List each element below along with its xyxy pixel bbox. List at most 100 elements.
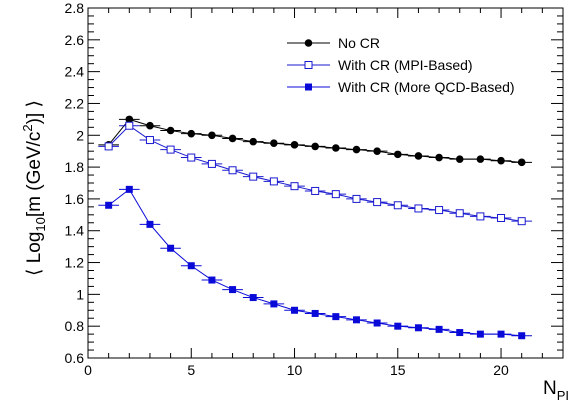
data-point — [373, 198, 382, 207]
data-point — [393, 150, 402, 159]
legend: No CR With CR (MPI-Based) With CR (More QC… — [287, 35, 515, 95]
data-point — [455, 155, 464, 163]
data-point — [352, 194, 361, 203]
data-point — [331, 190, 340, 199]
legend-entry: No CR — [287, 35, 380, 51]
y-label-open: ⟨ Log — [24, 232, 45, 276]
data-point — [228, 166, 237, 175]
x-tick-label: 5 — [187, 362, 195, 378]
series-2 — [98, 121, 533, 226]
x-axis-label: NPI — [543, 378, 569, 403]
y-axis-label: ⟨ Log10[m (GeV/c2)] ⟩ — [20, 100, 48, 276]
y-label-sup: 2 — [20, 124, 35, 131]
legend-label: With CR (More QCD-Based) — [338, 79, 515, 95]
legend-label: No CR — [338, 35, 380, 51]
y-tick-label: 2.8 — [65, 0, 85, 16]
data-point — [435, 206, 444, 215]
data-point — [104, 142, 113, 151]
data-point — [517, 217, 526, 226]
plot-border — [87, 7, 564, 359]
data-point — [125, 121, 134, 130]
data-point — [311, 142, 319, 151]
legend-entry: With CR (More QCD-Based) — [287, 79, 515, 95]
y-tick-label: 1.8 — [65, 159, 85, 175]
data-point — [249, 172, 258, 181]
data-point — [435, 325, 443, 333]
x-tick-label: 0 — [84, 362, 92, 378]
data-point — [435, 153, 443, 162]
legend-entry: With CR (MPI-Based) — [287, 57, 473, 73]
series-1 — [98, 115, 533, 167]
y-label-sub: 10 — [33, 217, 48, 231]
data-point — [352, 316, 360, 324]
data-point — [455, 209, 464, 218]
data-point — [311, 309, 319, 317]
y-tick-label: 2.2 — [65, 95, 85, 111]
y-tick-label: 1.4 — [65, 223, 85, 239]
data-point — [187, 262, 195, 270]
x-tick-label: 10 — [287, 362, 303, 378]
series-layer — [98, 115, 533, 340]
y-tick-label: 0.6 — [65, 350, 85, 366]
data-point — [166, 145, 175, 154]
x-tick-label: 20 — [493, 362, 509, 378]
data-point — [332, 313, 340, 321]
plot-frame — [87, 7, 564, 359]
x-tick-label: 15 — [390, 362, 406, 378]
data-point — [146, 121, 154, 130]
data-point — [352, 145, 361, 154]
legend-marker — [304, 39, 313, 47]
data-point — [517, 158, 526, 167]
data-point — [249, 137, 258, 146]
data-point — [187, 129, 196, 138]
data-point — [125, 185, 133, 193]
data-point — [208, 276, 216, 284]
data-point — [269, 177, 278, 186]
data-point — [125, 115, 134, 124]
series-line — [108, 125, 522, 222]
legend-label: With CR (MPI-Based) — [338, 57, 473, 73]
data-point — [187, 153, 196, 162]
data-point — [497, 330, 505, 338]
svg-text:⟨ Log10[m (GeV/c2)] ⟩: ⟨ Log10[m (GeV/c2)] ⟩ — [20, 100, 48, 276]
data-point — [518, 332, 526, 340]
data-point — [311, 186, 320, 195]
y-tick-label: 2 — [76, 127, 84, 143]
data-point — [146, 220, 154, 228]
y-tick-label: 0.8 — [65, 318, 85, 334]
data-point — [332, 144, 340, 152]
data-point — [228, 134, 237, 143]
data-point — [497, 156, 505, 165]
data-point — [291, 306, 299, 314]
y-label-mid: [m (GeV/c — [24, 132, 45, 218]
data-point — [476, 330, 484, 338]
data-point — [207, 159, 216, 168]
data-point — [393, 201, 402, 210]
data-point — [476, 212, 485, 221]
y-tick-label: 1.2 — [65, 255, 85, 271]
x-label-main: N — [543, 378, 557, 399]
series-3 — [98, 185, 533, 340]
svg-text:NPI: NPI — [543, 378, 569, 403]
y-tick-label: 1 — [76, 286, 84, 302]
legend-marker — [305, 83, 312, 91]
data-point — [270, 139, 278, 148]
data-point — [229, 286, 237, 294]
data-point — [497, 214, 506, 222]
axis-ticks — [87, 7, 564, 359]
data-point — [394, 322, 402, 330]
data-point — [270, 300, 278, 308]
data-point — [208, 131, 216, 140]
data-point — [373, 147, 381, 155]
data-point — [249, 294, 257, 302]
axis-tick-labels: 0 5 10 15 20 0.6 0.8 1 1.2 1.4 1.6 1.8 2 2.2 2.4 2.6 2.8 — [65, 0, 510, 378]
data-point — [414, 152, 423, 160]
data-point — [456, 329, 464, 337]
x-label-sub: PI — [557, 388, 569, 403]
y-tick-label: 2.6 — [65, 32, 85, 48]
data-point — [414, 324, 422, 332]
y-tick-label: 1.6 — [65, 191, 85, 207]
data-point — [105, 201, 113, 209]
data-point — [290, 141, 299, 149]
